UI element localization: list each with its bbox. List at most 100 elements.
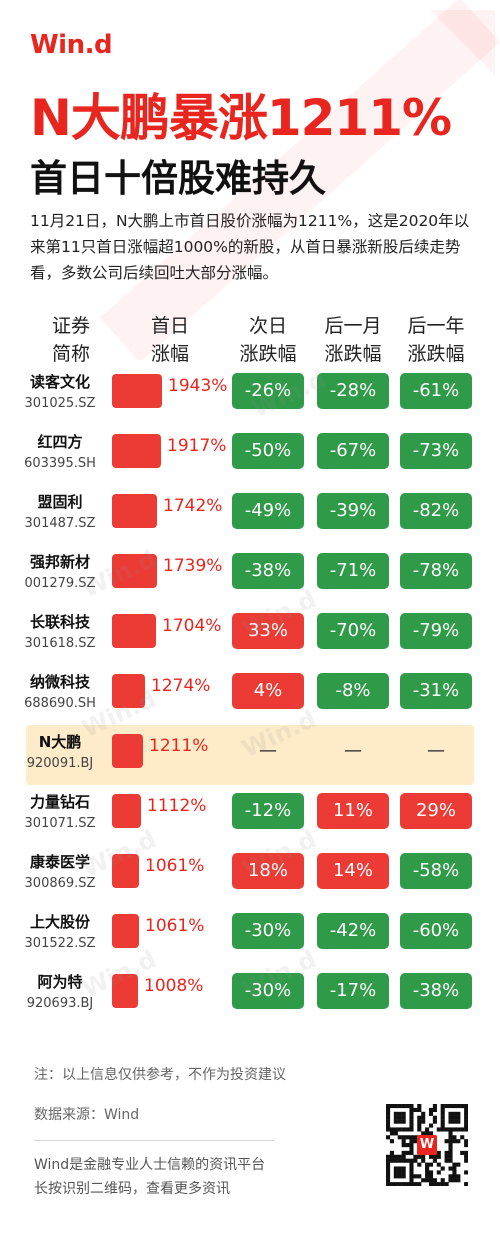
first-day-bar [112, 914, 139, 948]
security-code: 301487.SZ [24, 516, 96, 531]
first-day-gain: 1704% [162, 616, 222, 636]
first-day-gain: 1008% [144, 976, 204, 996]
security-code: 301071.SZ [24, 816, 96, 831]
disclaimer-note: 注：以上信息仅供参考，不作为投资建议 [34, 1067, 286, 1083]
security-code: 301025.SZ [24, 396, 96, 411]
header-first-day: 首日 涨幅 [130, 312, 210, 368]
header-security-line1: 证券 [51, 315, 90, 337]
next-year-change: -73% [400, 433, 472, 469]
first-day-gain: 1274% [151, 676, 211, 696]
table-row: 强邦新材 001279.SZ 1739% -38% -71% -78% [0, 545, 500, 605]
table-row: 盟固利 301487.SZ 1742% -49% -39% -82% [0, 485, 500, 545]
next-year-change: -78% [400, 553, 472, 589]
page-title: N大鹏暴涨1211% [30, 89, 452, 147]
header-next-month: 后一月 涨跌幅 [313, 312, 393, 368]
first-day-gain: 1211% [149, 736, 209, 756]
page-subtitle: 首日十倍股难持久 [30, 157, 326, 200]
security-code: 301522.SZ [24, 936, 96, 951]
next-month-change: -70% [317, 613, 389, 649]
next-month-change: 11% [317, 793, 389, 829]
security-name: 力量钻石 [29, 793, 90, 811]
security-name: 盟固利 [37, 493, 83, 511]
first-day-bar [112, 374, 162, 408]
next-month-change: — [344, 740, 362, 761]
header-next-day: 次日 涨跌幅 [228, 312, 308, 368]
next-day-change: -49% [232, 493, 304, 529]
first-day-bar [112, 854, 139, 888]
table-row: 力量钻石 301071.SZ 1112% -12% 11% 29% [0, 785, 500, 845]
header-security: 证券 简称 [28, 312, 114, 368]
next-month-change: -39% [317, 493, 389, 529]
table-row: 长联科技 301618.SZ 1704% 33% -70% -79% [0, 605, 500, 665]
first-day-gain: 1742% [163, 496, 223, 516]
wind-logo: Win.d [30, 30, 113, 60]
security-code: 301618.SZ [24, 636, 96, 651]
next-month-change: -71% [317, 553, 389, 589]
security-name: 红四方 [37, 433, 83, 451]
next-day-change: -26% [232, 373, 304, 409]
security-code: 920091.BJ [26, 756, 94, 771]
security-code: 300869.SZ [24, 876, 96, 891]
table-row: 读客文化 301025.SZ 1943% -26% -28% -61% [0, 365, 500, 425]
first-day-gain: 1061% [145, 856, 205, 876]
first-day-bar [112, 614, 156, 648]
first-day-gain: 1943% [168, 376, 228, 396]
first-day-bar [112, 554, 157, 588]
security-code: 920693.BJ [26, 996, 94, 1011]
next-year-change: -61% [400, 373, 472, 409]
security-name: 纳微科技 [29, 673, 90, 691]
header-next-month-line2: 涨跌幅 [324, 343, 382, 365]
security-name: 强邦新材 [29, 553, 90, 571]
next-year-change: — [427, 740, 445, 761]
security-name: 上大股份 [29, 913, 90, 931]
next-year-change: 29% [400, 793, 472, 829]
next-day-change: -12% [232, 793, 304, 829]
next-month-change: -42% [317, 913, 389, 949]
table-row: 康泰医学 300869.SZ 1061% 18% 14% -58% [0, 845, 500, 905]
first-day-bar [112, 794, 141, 828]
table-row: 阿为特 920693.BJ 1008% -30% -17% -38% [0, 965, 500, 1025]
next-year-change: -82% [400, 493, 472, 529]
first-day-bar [112, 494, 157, 528]
security-name: 读客文化 [29, 373, 90, 391]
next-day-change: 18% [232, 853, 304, 889]
next-month-change: -67% [317, 433, 389, 469]
first-day-gain: 1917% [167, 436, 227, 456]
header-next-year: 后一年 涨跌幅 [396, 312, 476, 368]
header-next-month-line1: 后一月 [324, 315, 382, 337]
header-first-day-line1: 首日 [150, 315, 189, 337]
first-day-bar [112, 974, 138, 1008]
table-row: 纳微科技 688690.SH 1274% 4% -8% -31% [0, 665, 500, 725]
qr-code-pattern [386, 1104, 469, 1187]
next-day-change: 33% [232, 613, 304, 649]
next-year-change: -79% [400, 613, 472, 649]
next-year-change: -38% [400, 973, 472, 1009]
intro-paragraph: 11月21日，N大鹏上市首日股价涨幅为1211%，这是2020年以来第11只首日… [30, 212, 470, 282]
header-security-line2: 简称 [51, 343, 90, 365]
footer-line-2: 长按识别二维码，查看更多资讯 [34, 1181, 230, 1197]
header-first-day-line2: 涨幅 [150, 343, 189, 365]
security-name: 康泰医学 [29, 853, 90, 871]
security-name: 长联科技 [29, 613, 90, 631]
first-day-gain: 1739% [163, 556, 223, 576]
next-day-change: -30% [232, 913, 304, 949]
table-row: N大鹏 920091.BJ 1211% — — — [26, 725, 474, 785]
divider [34, 1140, 274, 1141]
next-year-change: -31% [400, 673, 472, 709]
next-month-change: 14% [317, 853, 389, 889]
header-next-day-line2: 涨跌幅 [239, 343, 297, 365]
next-month-change: -17% [317, 973, 389, 1009]
header-next-day-line1: 次日 [248, 315, 287, 337]
next-day-change: — [259, 740, 277, 761]
table-row: 红四方 603395.SH 1917% -50% -67% -73% [0, 425, 500, 485]
security-name: N大鹏 [38, 733, 82, 751]
next-month-change: -28% [317, 373, 389, 409]
qr-code[interactable]: W [386, 1104, 469, 1187]
first-day-bar [112, 674, 145, 708]
security-code: 688690.SH [24, 696, 96, 711]
next-day-change: 4% [232, 673, 304, 709]
qr-badge-icon: W [417, 1135, 437, 1155]
first-day-gain: 1061% [145, 916, 205, 936]
security-name: 阿为特 [37, 973, 83, 991]
footer-line-1: Wind是金融专业人士信赖的资讯平台 [34, 1157, 266, 1173]
